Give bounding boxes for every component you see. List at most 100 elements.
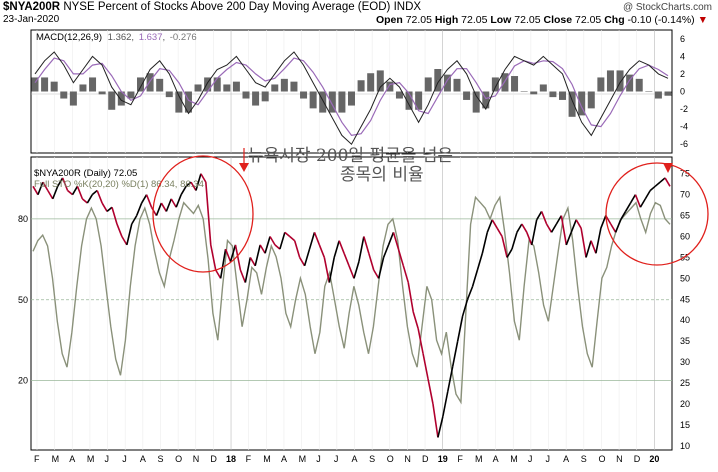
price-segment	[412, 311, 419, 329]
right-y-tick-label: 60	[680, 232, 690, 242]
high-value: 72.05	[461, 14, 488, 26]
price-segment	[373, 269, 380, 279]
price-segment	[150, 206, 158, 217]
price-segment	[333, 240, 340, 258]
price-segment	[91, 189, 98, 196]
histogram-bar	[31, 77, 39, 92]
macd-y-tick-label: 0	[680, 87, 685, 97]
x-tick-label: 19	[438, 454, 448, 464]
price-line	[32, 173, 671, 438]
price-segment	[634, 194, 642, 208]
price-segment	[209, 244, 217, 271]
price-segment	[654, 181, 661, 187]
price-segment	[644, 190, 651, 200]
right-y-tick-label: 20	[680, 399, 690, 409]
right-y-tick-label: 70	[680, 190, 690, 200]
histogram-bar	[232, 81, 240, 92]
histogram-bar	[223, 84, 231, 92]
histogram-bar	[395, 91, 403, 99]
x-tick-label: J	[105, 454, 110, 464]
right-y-tick-label: 40	[680, 315, 690, 325]
price-segment	[37, 181, 44, 195]
price-segment	[323, 257, 331, 283]
macd-line	[34, 51, 669, 146]
stockcharts-watermark[interactable]: @ StockCharts.com	[622, 2, 712, 13]
price-segment	[106, 206, 113, 213]
price-segment	[131, 215, 138, 225]
price-segment	[540, 211, 548, 225]
price-segment	[42, 181, 49, 191]
x-tick-label: A	[563, 454, 569, 464]
price-segment	[476, 253, 484, 271]
right-y-tick-label: 45	[680, 294, 690, 304]
histogram-bar	[156, 78, 164, 92]
price-segment	[363, 236, 370, 254]
macd-legend-v2: 1.637	[139, 32, 163, 43]
price-segment	[649, 185, 656, 192]
macd-legend-name: MACD(12,26,9)	[36, 32, 102, 43]
price-segment	[521, 223, 528, 233]
histogram-bar	[117, 91, 125, 106]
price-segment	[293, 240, 301, 258]
macd-signal-line	[34, 57, 669, 137]
price-segment	[190, 181, 197, 191]
price-segment	[308, 232, 316, 250]
histogram-bar	[41, 77, 49, 92]
x-tick-label: A	[69, 454, 75, 464]
price-segment	[165, 198, 173, 212]
main-vertical-grid	[36, 157, 655, 450]
price-segment	[200, 173, 207, 183]
price-segment	[185, 181, 192, 187]
price-segment	[254, 244, 261, 267]
x-tick-label: O	[598, 454, 605, 464]
right-y-tick-label: 75	[680, 169, 690, 179]
histogram-bar	[261, 91, 269, 102]
price-segment	[57, 177, 64, 187]
high-label: High	[434, 14, 459, 26]
price-segment	[506, 248, 513, 258]
histogram-bar	[635, 78, 643, 92]
histogram-bar	[578, 91, 586, 116]
price-segment	[407, 282, 415, 313]
histogram-bar	[184, 91, 192, 113]
histogram-bar	[127, 91, 135, 99]
x-tick-label: 20	[649, 454, 659, 464]
histogram-bar	[376, 70, 384, 92]
open-label: Open	[375, 14, 403, 26]
price-segment	[121, 236, 128, 246]
histogram-bar	[453, 78, 461, 92]
histogram-bar	[271, 84, 279, 92]
price-segment	[269, 236, 276, 246]
price-segment	[195, 173, 202, 191]
price-segment	[86, 194, 93, 204]
price-segment	[555, 215, 563, 225]
macd-y-tick-label: 2	[680, 69, 685, 79]
price-segment	[595, 228, 602, 254]
highlight-circle-left	[152, 155, 254, 273]
price-segment	[61, 177, 69, 191]
right-y-tick-label: 10	[680, 441, 690, 451]
price-segment	[338, 240, 345, 254]
price-segment	[368, 253, 375, 271]
left-y-tick-label: 80	[18, 214, 28, 224]
histogram-bar	[60, 91, 68, 99]
histogram-bar	[386, 81, 394, 92]
x-tick-label: M	[263, 454, 271, 464]
price-segment	[590, 240, 597, 254]
price-segment	[575, 219, 582, 229]
left-y-tick-label: 20	[18, 376, 28, 386]
histogram-bar	[539, 84, 547, 92]
price-segment	[318, 244, 326, 258]
price-segment	[180, 185, 187, 196]
histogram-bar	[520, 91, 528, 92]
price-segment	[600, 215, 607, 229]
macd-y-tick-label: 4	[680, 51, 685, 61]
price-segment	[614, 219, 622, 233]
left-y-tick-label: 50	[18, 295, 28, 305]
x-tick-label: M	[299, 454, 307, 464]
price-segment	[298, 257, 306, 267]
price-segment	[135, 202, 143, 216]
histogram-bar	[654, 91, 662, 99]
price-segment	[447, 366, 454, 392]
